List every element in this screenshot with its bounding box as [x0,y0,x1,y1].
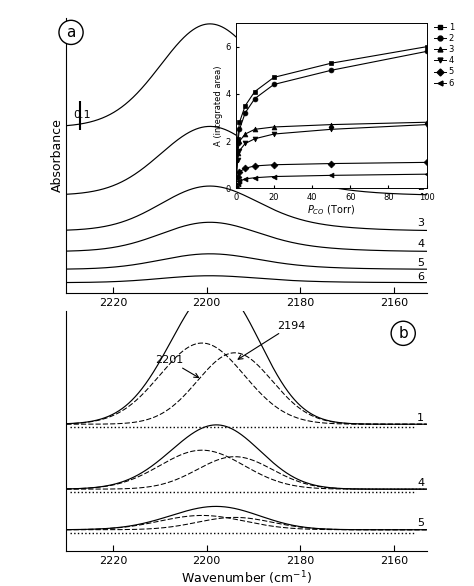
Text: b: b [398,326,408,341]
Text: 2201: 2201 [155,355,199,377]
Text: 2194: 2194 [238,321,305,359]
Text: a: a [66,25,76,40]
Text: 5: 5 [417,519,424,529]
Text: 1: 1 [417,114,424,124]
Text: 0.1: 0.1 [73,110,91,120]
Text: 3: 3 [417,218,424,228]
X-axis label: Wavenumber (cm$^{-1}$): Wavenumber (cm$^{-1}$) [181,570,312,586]
Y-axis label: Absorbance: Absorbance [51,118,64,192]
Text: 4: 4 [417,239,424,248]
Text: 5: 5 [417,258,424,268]
Text: 2: 2 [417,182,424,192]
Text: 1: 1 [417,413,424,423]
Text: 6: 6 [417,272,424,282]
Text: 4: 4 [417,478,424,488]
